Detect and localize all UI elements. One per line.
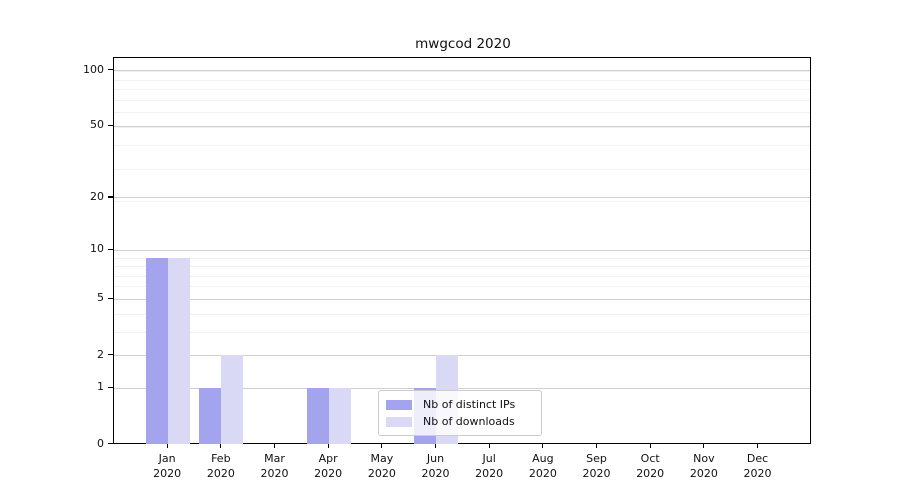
y-tick-label: 0 <box>97 436 104 450</box>
major-gridline <box>114 355 810 357</box>
minor-gridline <box>114 99 810 101</box>
minor-gridline <box>114 112 810 114</box>
y-tick-label: 1 <box>97 380 104 394</box>
y-tick-mark <box>107 443 113 445</box>
legend-item-downloads: Nb of downloads <box>386 414 533 429</box>
bar-distinct-ips-jan <box>145 257 168 444</box>
x-tick-label: Jun 2020 <box>421 451 450 480</box>
y-tick-mark <box>107 69 113 71</box>
legend: Nb of distinct IPs Nb of downloads <box>378 390 542 436</box>
minor-gridline <box>114 331 810 333</box>
y-tick-mark <box>107 386 113 389</box>
major-gridline <box>114 298 810 300</box>
x-tick-mark <box>595 443 598 448</box>
minor-gridline <box>114 275 810 277</box>
x-tick-label: Oct 2020 <box>636 451 665 480</box>
minor-gridline <box>114 127 810 129</box>
y-tick-label: 20 <box>90 189 104 203</box>
legend-label-downloads: Nb of downloads <box>423 415 515 428</box>
y-tick-mark <box>107 124 113 126</box>
x-tick-mark <box>434 443 437 448</box>
bar-distinct-ips-apr <box>306 387 329 444</box>
x-tick-label: Feb 2020 <box>206 451 235 480</box>
major-gridline <box>114 249 810 251</box>
x-tick-label: Dec 2020 <box>743 451 772 480</box>
x-tick-mark <box>381 443 383 448</box>
legend-label-distinct-ips: Nb of distinct IPs <box>423 398 516 411</box>
x-tick-mark <box>542 443 544 448</box>
y-tick-label: 100 <box>83 62 104 76</box>
x-tick-mark <box>327 443 329 448</box>
y-tick-mark <box>107 354 113 356</box>
y-tick-label: 5 <box>97 291 104 305</box>
minor-gridline <box>114 89 810 91</box>
plot-area <box>113 57 811 444</box>
bar-downloads-feb <box>221 355 244 444</box>
y-tick-mark <box>107 196 113 198</box>
minor-gridline <box>114 71 810 72</box>
major-gridline <box>114 387 810 389</box>
minor-gridline <box>114 266 810 268</box>
minor-gridline <box>114 201 810 203</box>
x-tick-mark <box>756 443 759 448</box>
legend-swatch-downloads-icon <box>386 416 412 427</box>
y-tick-label: 2 <box>97 347 104 361</box>
x-tick-label: Apr 2020 <box>314 451 343 480</box>
major-gridline <box>114 197 810 199</box>
x-tick-label: Jan 2020 <box>153 451 182 480</box>
legend-item-distinct-ips: Nb of distinct IPs <box>386 397 533 412</box>
y-tick-label: 50 <box>90 118 104 132</box>
x-tick-label: Mar 2020 <box>260 451 289 480</box>
bar-downloads-apr <box>328 387 351 444</box>
x-tick-mark <box>166 443 168 448</box>
x-tick-mark <box>703 443 705 448</box>
y-tick-mark <box>107 248 113 250</box>
bar-distinct-ips-feb <box>199 387 222 444</box>
x-tick-label: Nov 2020 <box>689 451 718 480</box>
x-tick-mark <box>273 443 276 448</box>
chart-title: mwgcod 2020 <box>415 36 511 52</box>
x-tick-label: Aug 2020 <box>528 451 557 480</box>
x-tick-label: Jul 2020 <box>475 451 504 480</box>
minor-gridline <box>114 79 810 81</box>
x-tick-mark <box>649 443 651 448</box>
minor-gridline <box>114 286 810 288</box>
bar-downloads-jan <box>167 257 190 444</box>
y-tick-label: 10 <box>90 242 104 256</box>
x-tick-mark <box>488 443 490 448</box>
minor-gridline <box>114 168 810 170</box>
x-tick-label: May 2020 <box>367 451 396 480</box>
major-gridline <box>114 125 810 127</box>
minor-gridline <box>114 313 810 315</box>
y-tick-mark <box>107 297 113 300</box>
legend-swatch-distinct-ips-icon <box>386 399 412 410</box>
major-gridline <box>114 70 810 72</box>
x-tick-mark <box>220 443 222 448</box>
minor-gridline <box>114 145 810 147</box>
minor-gridline <box>114 257 810 259</box>
x-tick-label: Sep 2020 <box>582 451 611 480</box>
